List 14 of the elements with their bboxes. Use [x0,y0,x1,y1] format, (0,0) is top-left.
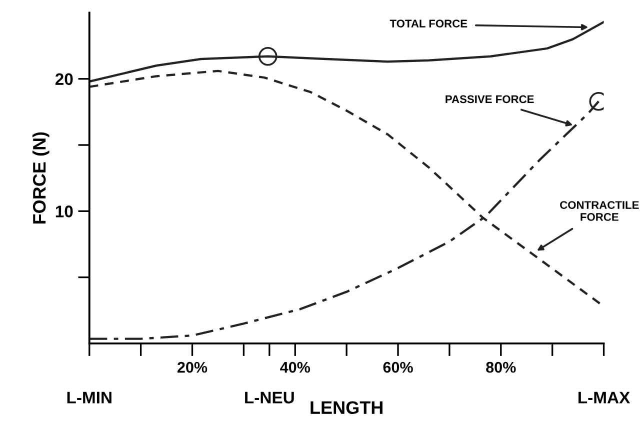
x-tick-label: 80% [486,362,516,373]
y-axis-title: FORCE (N) [32,132,50,224]
text: L-NEU [245,392,294,404]
text: L-MIN [67,392,112,404]
text: L-MAX [578,392,630,404]
y-tick-label: 20 [55,73,73,86]
x-axis-title: LENGTH [310,401,382,414]
annotation: PASSIVE FORCE [446,95,534,104]
x-tick-label: 20% [178,362,208,373]
y-tick-label: 10 [56,206,73,218]
annotation: TOTAL FORCE [390,20,468,28]
x-tick-label: 60% [383,362,413,373]
annotation: CONTRACTILE FORCE [560,201,639,221]
x-tick-label: 40% [280,362,310,373]
